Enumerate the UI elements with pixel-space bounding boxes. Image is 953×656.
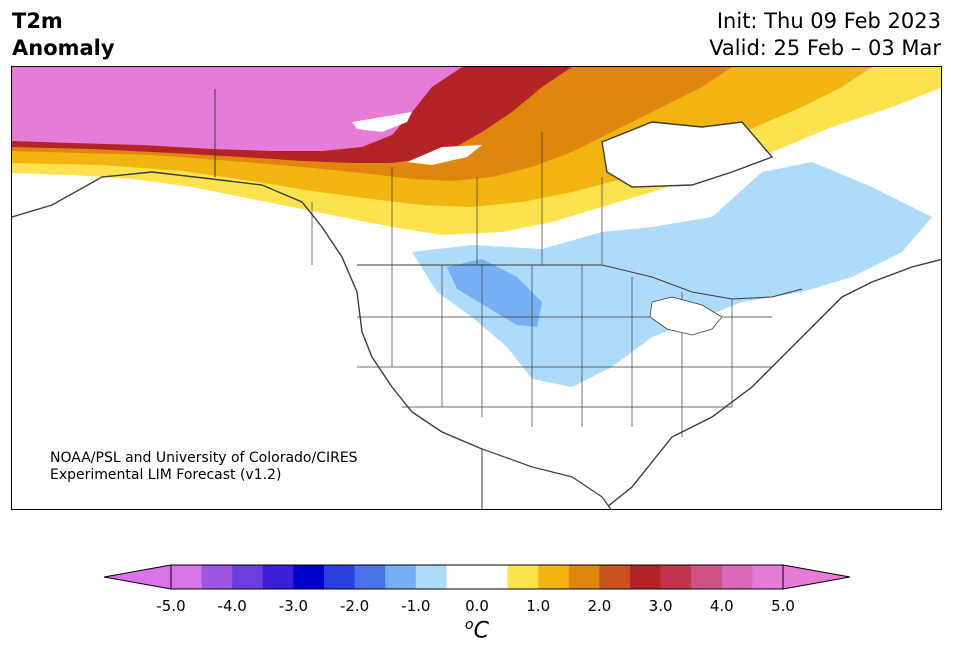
pink-anomaly-area <box>12 67 462 151</box>
colorbar-tick-labels: -5.0 -4.0 -3.0 -2.0 -1.0 0.0 1.0 2.0 3.0 4.0 5.0 <box>0 597 953 617</box>
colorbar-tick-label: -1.0 <box>401 597 431 615</box>
credit-line-1: NOAA/PSL and University of Colorado/CIRE… <box>50 450 358 466</box>
colorbar-cells <box>171 565 784 589</box>
colorbar-cell <box>568 565 600 589</box>
state-borders <box>357 265 772 437</box>
map-panel: NOAA/PSL and University of Colorado/CIRE… <box>11 66 942 510</box>
colorbar-cell <box>721 565 753 589</box>
unit-degree: o <box>465 617 474 633</box>
colorbar-cell <box>171 565 203 589</box>
colorbar-cell <box>232 565 264 589</box>
colorbar-tick-label: 5.0 <box>771 597 795 615</box>
colorbar-extend-high <box>782 564 850 590</box>
colorbar-extend-low <box>104 564 172 590</box>
coastline-hudson <box>601 121 774 188</box>
colorbar-cell <box>660 565 692 589</box>
title-anomaly: Anomaly <box>12 36 115 60</box>
map-title: T2m Anomaly <box>12 8 115 62</box>
hudson-bay <box>602 122 772 187</box>
title-variable: T2m <box>12 9 63 33</box>
colorbar-cell <box>415 565 447 589</box>
colorbar-cell <box>201 565 233 589</box>
light-blue-anomaly-area <box>412 162 932 387</box>
data-credit: NOAA/PSL and University of Colorado/CIRE… <box>50 450 358 484</box>
valid-date: Valid: 25 Feb – 03 Mar <box>709 36 941 60</box>
mid-blue-anomaly-area <box>447 259 542 327</box>
unit-letter: C <box>473 618 489 644</box>
colorbar-unit: oC <box>465 617 489 643</box>
colorbar-outline <box>170 564 784 590</box>
colorbar-tick-label: 0.0 <box>465 597 489 615</box>
colorbar-tick-label: 4.0 <box>709 597 734 615</box>
colorbar-cell <box>691 565 723 589</box>
credit-line-2: Experimental LIM Forecast (v1.2) <box>50 467 282 483</box>
colorbar-tick-label: 2.0 <box>587 597 612 615</box>
lake-shape <box>352 112 412 132</box>
colorbar-tick-label: 1.0 <box>526 597 551 615</box>
forecast-dates: Init: Thu 09 Feb 2023 Valid: 25 Feb – 03… <box>709 8 941 62</box>
colorbar-cell <box>354 565 386 589</box>
colorbar-tick-label: 3.0 <box>648 597 673 615</box>
colorbar-cell <box>630 565 662 589</box>
colorbar-cell <box>262 565 294 589</box>
province-borders <box>311 132 603 265</box>
lake-shape <box>407 145 482 165</box>
colorbar-tick-label: -5.0 <box>156 597 186 615</box>
colorbar-tick-label: -4.0 <box>217 597 247 615</box>
us-canada-border <box>357 264 803 300</box>
great-lakes <box>649 296 723 336</box>
colorbar <box>104 564 850 590</box>
colorbar-cell <box>446 565 478 589</box>
colorbar-cell <box>385 565 417 589</box>
colorbar-cell <box>538 565 570 589</box>
colorbar-tick-label: -3.0 <box>278 597 309 615</box>
anomaly-map <box>12 67 941 509</box>
coastline-east <box>603 258 941 509</box>
gulf-of-mexico <box>481 448 612 509</box>
colorbar-cell <box>752 565 784 589</box>
colorbar-cell <box>507 565 539 589</box>
colorbar-tick-label: -2.0 <box>339 597 370 615</box>
colorbar-cell <box>599 565 631 589</box>
init-date: Init: Thu 09 Feb 2023 <box>716 9 941 33</box>
colorbar-cell <box>324 565 356 589</box>
colorbar-cell <box>293 565 325 589</box>
colorbar-cell <box>477 565 509 589</box>
